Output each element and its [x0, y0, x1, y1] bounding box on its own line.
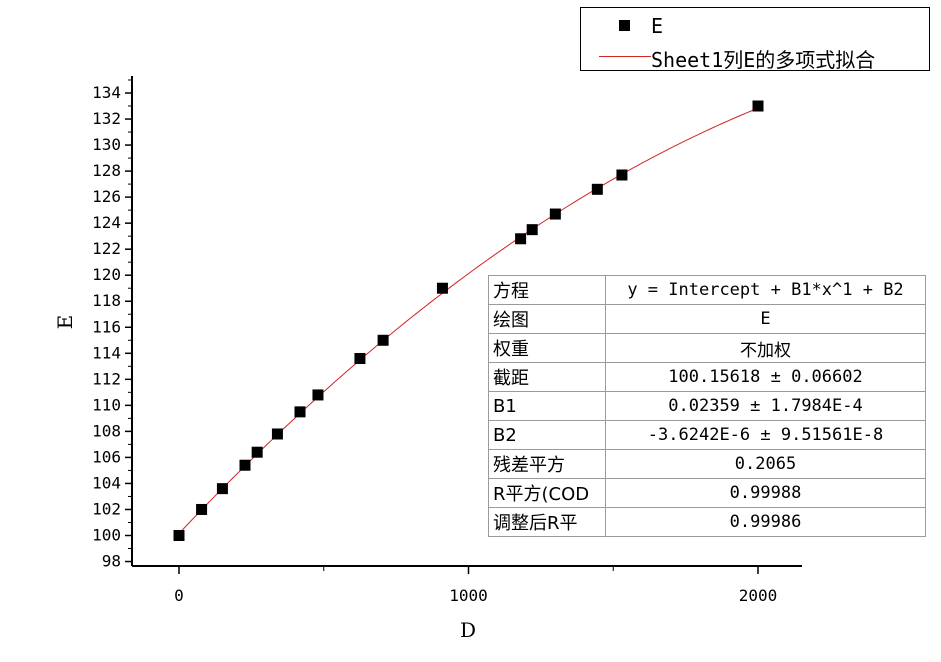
- data-point: [312, 389, 324, 401]
- tick-layer: 98 100 102 104 106 108 110 112 114 116 118 120 122 12…: [92, 79, 778, 605]
- legend-item-fit: Sheet1列E的多项式拟合: [581, 41, 929, 72]
- data-point: [251, 446, 263, 458]
- y-tick-label: 130: [92, 135, 121, 154]
- fit-param-value: 0.2065: [605, 449, 926, 479]
- y-axis-title: E: [53, 315, 77, 330]
- data-point: [173, 530, 185, 541]
- x-axis-title: D: [460, 618, 476, 642]
- fit-table-row: 方程 y = Intercept + B1*x^1 + B2: [488, 275, 926, 305]
- y-tick-label: 114: [92, 343, 121, 362]
- fit-param-name: R平方(COD: [488, 478, 606, 508]
- fit-table-row: 调整后R平 0.99986: [488, 507, 926, 537]
- data-point: [549, 208, 561, 220]
- data-points-layer: [173, 100, 764, 541]
- legend-label: E: [651, 14, 664, 38]
- fit-param-name: 绘图: [488, 304, 606, 334]
- data-point: [526, 224, 538, 236]
- data-point: [271, 428, 283, 440]
- y-tick-label: 118: [92, 291, 121, 310]
- data-point: [377, 334, 389, 346]
- y-tick-label: 120: [92, 265, 121, 284]
- x-tick-label: 1000: [449, 586, 488, 605]
- y-tick-label: 108: [92, 421, 121, 440]
- legend-label: Sheet1列E的多项式拟合: [651, 48, 876, 72]
- fit-param-name: 方程: [488, 275, 606, 305]
- y-tick-label: 116: [92, 317, 121, 336]
- fit-results-table: 方程 y = Intercept + B1*x^1 + B2 绘图 E 权重 不加权 截距 1…: [488, 275, 926, 537]
- x-tick-label: 2000: [739, 586, 778, 605]
- data-point: [196, 503, 208, 515]
- y-tick-label: 106: [92, 447, 121, 466]
- data-point: [239, 459, 251, 471]
- fit-table-row: B2 -3.6242E-6 ± 9.51561E-8: [488, 420, 926, 450]
- y-tick-label: 126: [92, 187, 121, 206]
- y-tick-label: 134: [92, 83, 121, 102]
- fit-table-row: 残差平方 0.2065: [488, 449, 926, 479]
- data-point: [436, 282, 448, 294]
- y-tick-label: 98: [102, 552, 121, 571]
- data-point: [616, 169, 628, 181]
- y-tick-label: 100: [92, 526, 121, 545]
- fit-param-value: E: [605, 304, 926, 334]
- fit-param-name: B1: [488, 391, 606, 421]
- red-line-icon: [599, 41, 651, 71]
- fit-param-name: 残差平方: [488, 449, 606, 479]
- fit-param-value: 0.02359 ± 1.7984E-4: [605, 391, 926, 421]
- fit-param-name: 权重: [488, 333, 606, 363]
- fit-param-value: 100.15618 ± 0.06602: [605, 362, 926, 392]
- y-tick-label: 124: [92, 213, 121, 232]
- y-tick-label: 110: [92, 395, 121, 414]
- fit-param-value: 0.99986: [605, 507, 926, 537]
- square-marker-icon: [599, 11, 651, 41]
- data-point: [515, 233, 527, 245]
- fit-table-row: R平方(COD 0.99988: [488, 478, 926, 508]
- data-point: [752, 100, 764, 112]
- fit-table-row: B1 0.02359 ± 1.7984E-4: [488, 391, 926, 421]
- fit-results-body: 方程 y = Intercept + B1*x^1 + B2 绘图 E 权重 不加权 截距 1…: [488, 275, 926, 537]
- y-tick-label: 132: [92, 109, 121, 128]
- fit-param-value: 不加权: [605, 333, 926, 363]
- y-tick-label: 122: [92, 239, 121, 258]
- data-point: [354, 353, 366, 364]
- y-tick-label: 104: [92, 473, 121, 492]
- fit-table-row: 绘图 E: [488, 304, 926, 334]
- legend-item-data: E: [581, 11, 929, 41]
- data-point: [294, 406, 306, 418]
- data-point: [216, 483, 228, 495]
- x-tick-label: 0: [174, 586, 184, 605]
- data-point: [591, 183, 603, 195]
- fit-param-value: 0.99988: [605, 478, 926, 508]
- fit-table-row: 截距 100.15618 ± 0.06602: [488, 362, 926, 392]
- fit-param-value: y = Intercept + B1*x^1 + B2: [605, 275, 926, 305]
- fit-param-name: B2: [488, 420, 606, 450]
- fit-param-value: -3.6242E-6 ± 9.51561E-8: [605, 420, 926, 450]
- y-tick-label: 112: [92, 369, 121, 388]
- chart-legend: E Sheet1列E的多项式拟合: [580, 7, 930, 72]
- y-tick-label: 128: [92, 161, 121, 180]
- fit-param-name: 调整后R平: [488, 507, 606, 537]
- fit-param-name: 截距: [488, 362, 606, 392]
- fit-table-row: 权重 不加权: [488, 333, 926, 363]
- y-tick-label: 102: [92, 499, 121, 518]
